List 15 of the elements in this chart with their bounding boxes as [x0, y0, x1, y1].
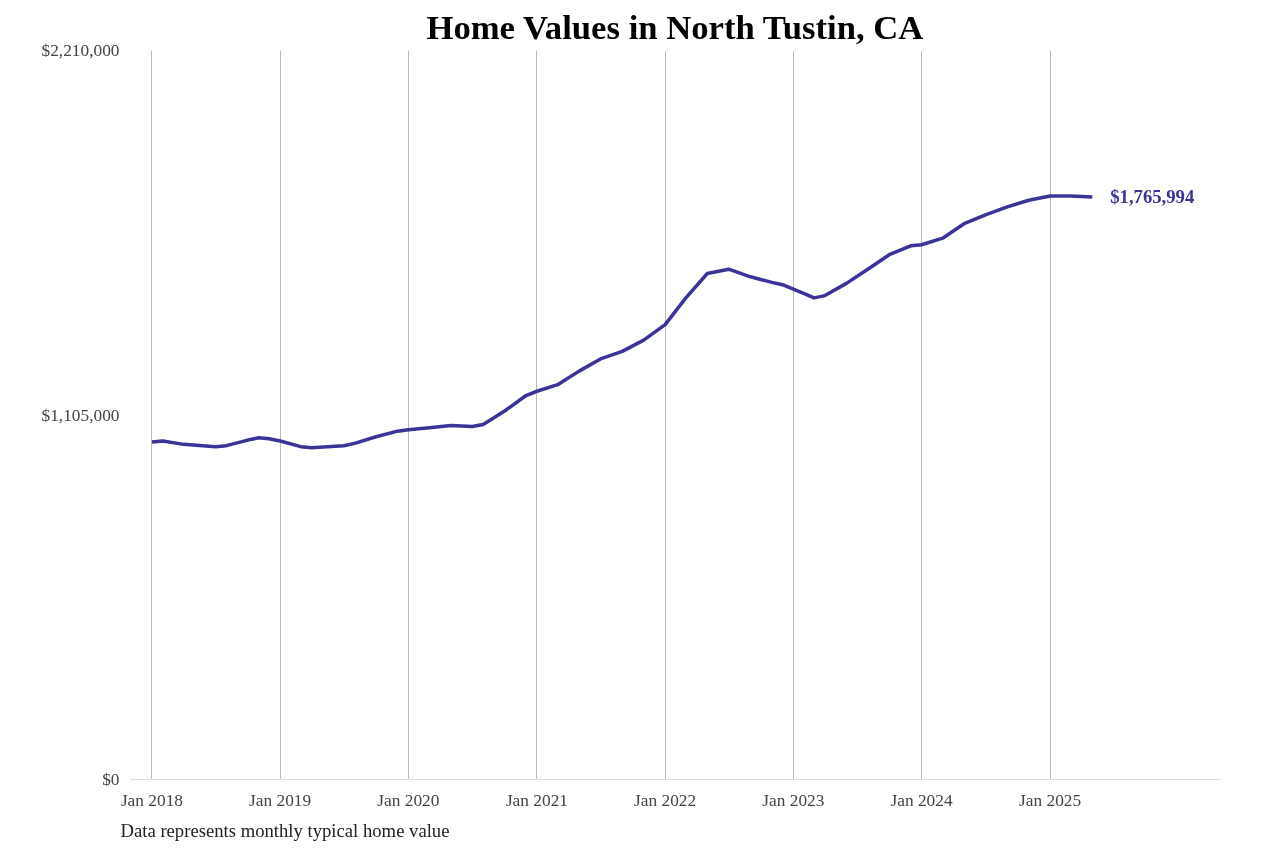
y-tick-label: $2,210,000	[41, 41, 120, 60]
x-tick-label: Jan 2025	[1019, 790, 1082, 810]
x-tick-label: Jan 2023	[762, 790, 825, 810]
x-tick-label: Jan 2020	[377, 790, 440, 810]
annotation: $1,765,994	[1110, 186, 1195, 208]
y-tick-label: $1,105,000	[41, 405, 120, 425]
x-tick-label: Jan 2024	[890, 790, 953, 810]
line-series	[150, 194, 1095, 450]
text: Data represents monthly typical home value	[120, 819, 450, 841]
x-tick-label: Jan 2019	[249, 790, 312, 810]
x-tick-label: Jan 2018	[120, 790, 183, 810]
chart-title: Home Values in North Tustin, CA	[426, 7, 924, 46]
y-tick-label: $0	[102, 770, 120, 789]
x-tick-label: Jan 2021	[505, 790, 568, 810]
x-tick-label: Jan 2022	[634, 790, 697, 810]
